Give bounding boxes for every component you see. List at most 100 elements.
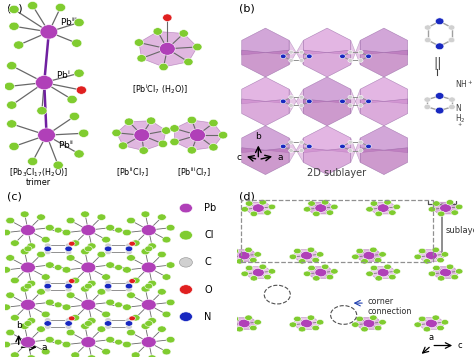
Circle shape <box>179 258 192 267</box>
Polygon shape <box>244 202 273 214</box>
Circle shape <box>428 206 436 212</box>
Text: Pb$^{\rm iii}$: Pb$^{\rm iii}$ <box>61 16 78 28</box>
Circle shape <box>423 258 431 264</box>
Circle shape <box>307 315 315 321</box>
Circle shape <box>190 129 205 142</box>
Circle shape <box>250 275 258 281</box>
Circle shape <box>446 200 454 205</box>
Polygon shape <box>296 89 303 114</box>
Circle shape <box>366 54 372 58</box>
Circle shape <box>162 311 171 318</box>
Circle shape <box>55 3 65 12</box>
Circle shape <box>97 288 106 295</box>
Text: b: b <box>16 321 21 330</box>
Circle shape <box>141 286 150 292</box>
Circle shape <box>20 225 36 236</box>
Circle shape <box>281 99 286 104</box>
Circle shape <box>65 250 72 255</box>
Text: $^+$: $^+$ <box>456 123 463 129</box>
Circle shape <box>339 54 345 58</box>
Polygon shape <box>360 77 408 104</box>
Text: (d): (d) <box>239 191 255 201</box>
Circle shape <box>65 280 72 285</box>
Circle shape <box>45 243 51 248</box>
Circle shape <box>54 265 62 270</box>
Circle shape <box>40 25 58 39</box>
Circle shape <box>27 157 38 166</box>
Circle shape <box>366 271 374 277</box>
Circle shape <box>424 104 431 109</box>
Circle shape <box>375 211 383 217</box>
Circle shape <box>106 336 115 343</box>
Circle shape <box>312 257 319 263</box>
Circle shape <box>122 304 131 310</box>
Circle shape <box>209 144 218 151</box>
Circle shape <box>36 214 46 220</box>
Circle shape <box>127 329 136 336</box>
Circle shape <box>348 50 353 54</box>
Circle shape <box>289 95 293 99</box>
Polygon shape <box>174 120 223 150</box>
Circle shape <box>126 243 132 248</box>
Polygon shape <box>292 318 321 329</box>
Circle shape <box>53 161 63 169</box>
Circle shape <box>446 264 454 270</box>
Polygon shape <box>117 121 166 151</box>
Circle shape <box>74 69 84 77</box>
Circle shape <box>6 329 15 336</box>
Circle shape <box>81 211 90 217</box>
Polygon shape <box>303 50 351 77</box>
Text: (c): (c) <box>7 191 22 201</box>
Circle shape <box>352 254 359 260</box>
Circle shape <box>102 274 110 280</box>
Circle shape <box>67 95 77 104</box>
Polygon shape <box>356 40 360 65</box>
Circle shape <box>71 277 80 284</box>
Circle shape <box>179 230 192 240</box>
Circle shape <box>187 147 197 154</box>
Circle shape <box>7 120 17 128</box>
Circle shape <box>115 265 122 270</box>
Text: trimer: trimer <box>26 178 51 187</box>
Circle shape <box>69 242 75 246</box>
Circle shape <box>141 225 156 236</box>
Circle shape <box>289 322 297 327</box>
Circle shape <box>301 251 312 260</box>
Circle shape <box>312 325 319 331</box>
Circle shape <box>299 58 304 62</box>
Polygon shape <box>242 126 289 153</box>
Circle shape <box>27 280 36 287</box>
Circle shape <box>6 292 15 299</box>
Circle shape <box>46 336 54 343</box>
Circle shape <box>122 229 131 236</box>
Circle shape <box>241 206 248 212</box>
Circle shape <box>46 225 54 231</box>
Circle shape <box>66 217 75 224</box>
Circle shape <box>438 275 445 281</box>
Circle shape <box>254 319 262 325</box>
Circle shape <box>179 203 192 213</box>
Circle shape <box>44 246 51 252</box>
Circle shape <box>2 267 10 273</box>
Circle shape <box>65 246 73 252</box>
Text: N: N <box>204 312 212 322</box>
Circle shape <box>127 255 136 261</box>
Circle shape <box>238 251 250 260</box>
Text: H$_2$: H$_2$ <box>455 112 466 125</box>
Circle shape <box>299 149 304 152</box>
Circle shape <box>20 299 36 310</box>
Circle shape <box>241 271 248 277</box>
Circle shape <box>4 82 15 91</box>
Polygon shape <box>360 99 408 126</box>
Circle shape <box>179 312 192 321</box>
Circle shape <box>384 264 392 270</box>
Text: c: c <box>457 341 462 350</box>
Circle shape <box>157 214 166 220</box>
Circle shape <box>126 280 132 285</box>
Circle shape <box>79 129 89 138</box>
Text: 2D sublayer: 2D sublayer <box>307 168 366 178</box>
Polygon shape <box>356 138 360 162</box>
Circle shape <box>126 318 132 322</box>
Circle shape <box>162 127 171 134</box>
Circle shape <box>105 318 111 322</box>
